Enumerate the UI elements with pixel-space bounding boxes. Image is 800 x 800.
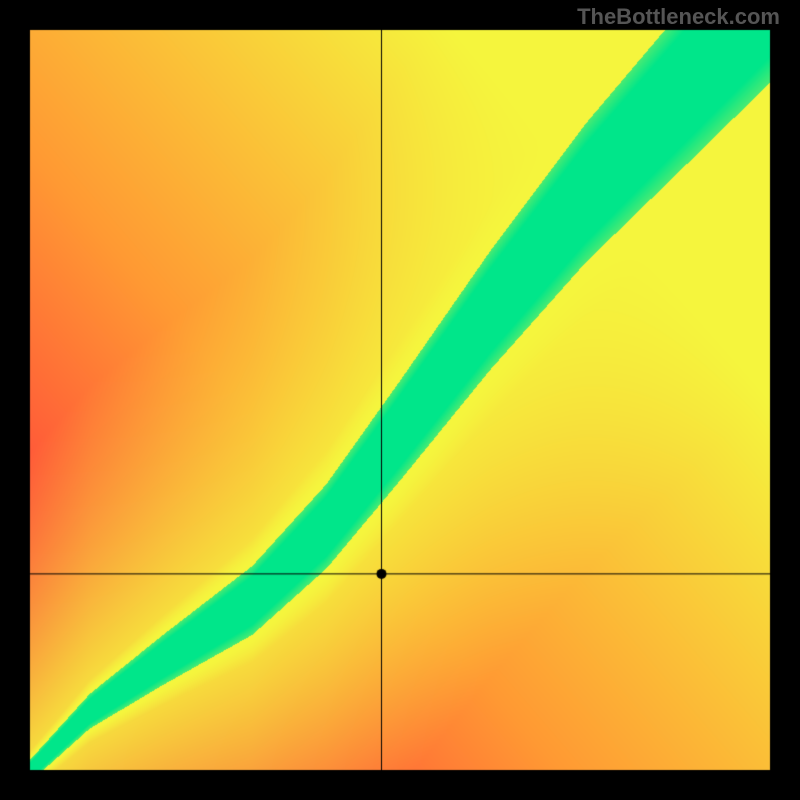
heatmap-canvas	[0, 0, 800, 800]
watermark-text: TheBottleneck.com	[577, 4, 780, 30]
chart-container: TheBottleneck.com	[0, 0, 800, 800]
